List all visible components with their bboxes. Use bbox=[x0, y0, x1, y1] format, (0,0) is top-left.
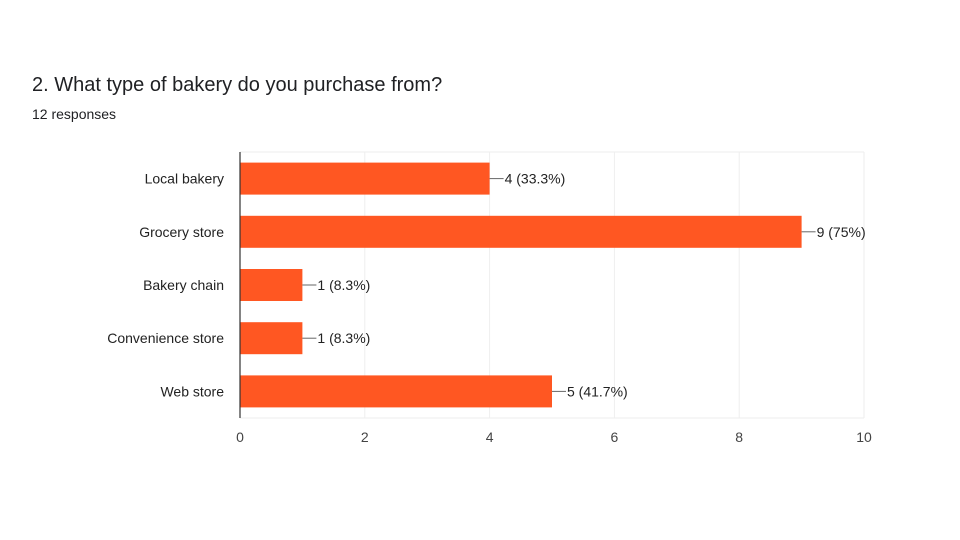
category-label: Bakery chain bbox=[143, 277, 224, 293]
x-tick-label: 4 bbox=[486, 429, 494, 445]
chart-title: 2. What type of bakery do you purchase f… bbox=[32, 74, 443, 96]
x-tick-label: 6 bbox=[611, 429, 619, 445]
bar bbox=[240, 215, 802, 248]
category-label: Convenience store bbox=[107, 330, 224, 346]
x-tick-label: 0 bbox=[236, 429, 244, 445]
x-tick-label: 2 bbox=[361, 429, 369, 445]
bar bbox=[240, 269, 303, 301]
x-tick-label: 8 bbox=[735, 429, 743, 445]
data-label: 4 (33.3%) bbox=[505, 171, 566, 187]
x-tick-label: 10 bbox=[856, 429, 872, 445]
data-label: 1 (8.3%) bbox=[317, 277, 370, 293]
category-label: Local bakery bbox=[145, 171, 224, 187]
response-count: 12 responses bbox=[32, 106, 117, 122]
bar bbox=[240, 375, 552, 408]
data-label: 9 (75%) bbox=[817, 224, 866, 240]
category-label: Web store bbox=[160, 383, 224, 399]
data-label: 1 (8.3%) bbox=[317, 330, 370, 346]
category-label: Grocery store bbox=[139, 224, 224, 240]
bar bbox=[240, 322, 303, 355]
data-label: 5 (41.7%) bbox=[567, 383, 628, 399]
bar bbox=[240, 162, 490, 195]
